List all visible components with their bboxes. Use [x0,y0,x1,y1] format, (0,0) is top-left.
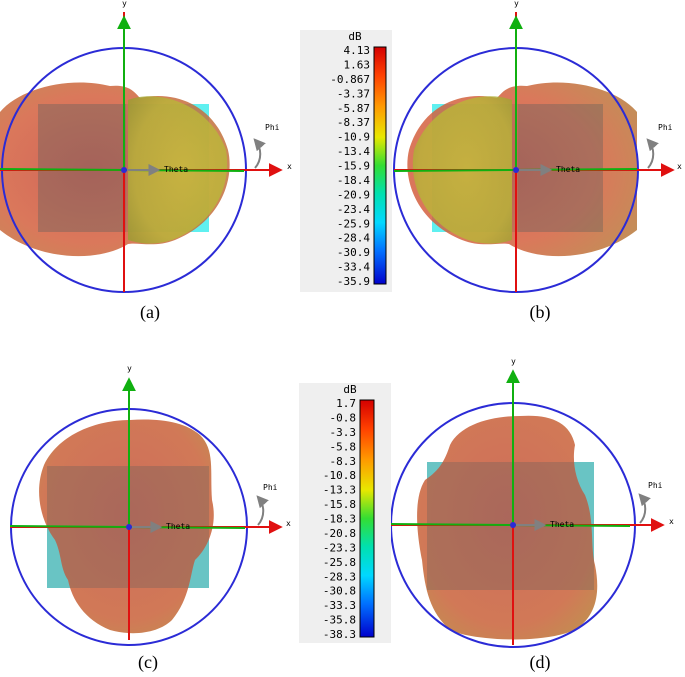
phi-label: Phi [265,123,280,132]
y-axis-label: y [514,0,519,8]
phi-label: Phi [263,483,278,492]
panel-b: y x Theta Phi (b) [393,0,682,323]
colorbar-tick-label: -28.4 [337,232,370,245]
colorbar-ticks: 4.131.63 -0.867-3.37 -5.87-8.37 -10.9-13.4 -… [330,44,370,288]
colorbar-tick-label: -33.4 [337,261,370,274]
panel-a: y x Theta Phi (a) [0,0,292,323]
colorbar-tick-label: -3.37 [337,87,370,100]
colorbar-tick-label: -3.3 [330,426,357,439]
colorbar-tick-label: -18.3 [323,513,356,526]
colorbar-tick-label: -25.8 [323,556,356,569]
colorbar-tick-label: -35.8 [323,614,356,627]
colorbar-tick-label: -0.8 [330,411,357,424]
theta-label: Theta [550,520,574,529]
colorbar-background [299,383,391,643]
panel-d: y x Theta Phi (d) [389,357,674,673]
colorbar-tick-label: -23.4 [337,203,370,216]
colorbar-tick-label: -0.867 [330,73,370,86]
colorbar-tick-label: -20.9 [337,188,370,201]
patch-square [38,104,126,232]
colorbar-tick-label: -15.9 [337,160,370,173]
colorbar-ticks: 1.7-0.8-3.3-5.8-8.3-10.8-13.3-15.8-18.3-… [323,397,356,641]
colorbar-gradient [359,399,375,638]
colorbar-tick-label: -20.8 [323,527,356,540]
x-axis-label: x [287,162,292,171]
patch-square [518,104,603,232]
colorbar-tick-label: -13.4 [337,145,370,158]
phi-arrow [256,495,269,526]
theta-label: Theta [556,165,580,174]
colorbar-tick-label: -28.3 [323,570,356,583]
colorbar-unit: dB [343,383,357,396]
origin-point [126,524,132,530]
colorbar-top: dB 4.131.63 -0.867-3.37 -5.87-8.37 -10.9-13… [300,30,392,292]
origin-point [513,167,519,173]
caption-b: (b) [530,302,551,323]
colorbar-tick-label: -30.9 [337,246,370,259]
phi-label: Phi [658,123,673,132]
colorbar-tick-label: -33.3 [323,599,356,612]
colorbar-tick-label: -5.87 [337,102,370,115]
y-axis-label: y [122,0,127,8]
colorbar-bottom: dB 1.7-0.8 -3.3-5.8 -8.3-10.8 -13.3-15.8 -18… [299,383,391,643]
colorbar-gradient [373,46,387,285]
colorbar-tick-label: -38.3 [323,628,356,641]
theta-label: Theta [166,522,190,531]
colorbar-tick-label: 4.13 [344,44,371,57]
colorbar-tick-label: -30.8 [323,585,356,598]
theta-label: Theta [164,165,188,174]
y-axis-label: y [511,357,516,366]
y-axis-label: y [127,364,132,373]
colorbar-tick-label: -13.3 [323,484,356,497]
x-axis-label: x [677,162,682,171]
colorbar-tick-label: -23.3 [323,541,356,554]
colorbar-tick-label: -25.9 [337,217,370,230]
x-axis-label: x [669,517,674,526]
origin-point [510,522,516,528]
colorbar-tick-label: -5.8 [330,440,357,453]
colorbar-tick-label: -18.4 [337,174,370,187]
colorbar-tick-label: -35.9 [337,275,370,288]
panel-c: y x Theta Phi (c) [9,364,291,673]
phi-arrow [646,138,659,169]
colorbar-tick-label: -8.3 [330,455,357,468]
colorbar-tick-label: -10.8 [323,469,356,482]
colorbar-tick-label: 1.63 [344,58,371,71]
colorbar-tick-label: -10.9 [337,131,370,144]
colorbar-tick-label: -8.37 [337,116,370,129]
colorbar-unit: dB [348,30,362,43]
colorbar-tick-label: -15.8 [323,498,356,511]
caption-a: (a) [140,302,160,323]
x-axis-label: x [286,519,291,528]
colorbar-tick-label: 1.7 [336,397,356,410]
phi-label: Phi [648,481,663,490]
phi-arrow [253,138,266,169]
origin-point [121,167,127,173]
radiation-lobe-shape [417,415,598,640]
phi-arrow [638,493,651,524]
caption-c: (c) [138,652,158,673]
caption-d: (d) [530,652,551,673]
